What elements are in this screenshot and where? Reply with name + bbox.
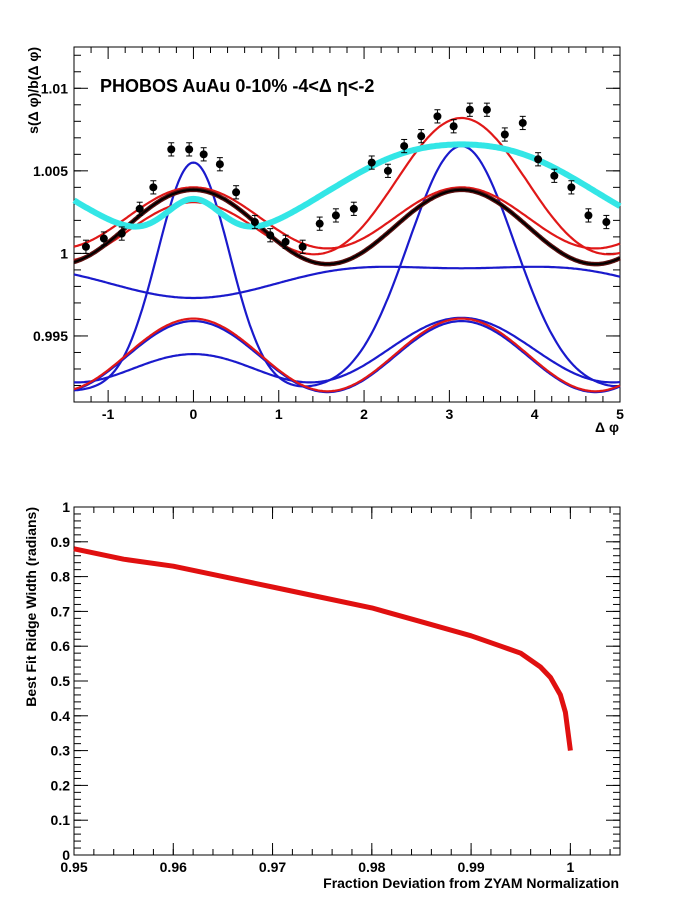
y-tick-label-bottom: 0.7 (51, 603, 71, 619)
x-tick-label-top: 1 (275, 406, 283, 422)
data-point (465, 105, 474, 114)
fit-curve-total-fit (72, 141, 622, 230)
x-tick-label-bottom: 1 (566, 859, 574, 875)
x-tick-label-top: 4 (531, 406, 539, 422)
data-point (232, 188, 241, 197)
x-tick-label-top: 5 (616, 406, 624, 422)
y-tick-label-bottom: 0 (62, 847, 70, 863)
data-point (266, 231, 275, 240)
data-point (584, 211, 593, 220)
data-point (534, 155, 543, 164)
data-point (331, 211, 340, 220)
correlation-panel: -1 0 1 2 3 4 5 0.995 1 1.005 1.01 PHOBOS AuAu 0-10… (25, 46, 624, 435)
x-tick-label-top: 3 (445, 406, 453, 422)
y-tick-label-bottom: 0.3 (51, 743, 71, 759)
data-point (417, 132, 426, 141)
data-point (550, 171, 559, 180)
data-point (149, 183, 158, 192)
x-tick-label-top: 2 (360, 406, 368, 422)
data-point (400, 142, 409, 151)
x-tick-label-top: -1 (102, 406, 115, 422)
data-point (135, 204, 144, 213)
y-tick-label-top: 1 (60, 245, 68, 261)
y-tick-label-bottom: 0.2 (51, 777, 71, 793)
data-point (518, 118, 527, 127)
fit-curve-red-mid (73, 186, 621, 250)
y-tick-label-bottom: 0.1 (51, 812, 71, 828)
x-tick-label-bottom: 0.99 (457, 859, 484, 875)
data-point (567, 183, 576, 192)
x-tick-label-bottom: 0.95 (60, 859, 87, 875)
y-tick-label-bottom: 0.9 (51, 534, 71, 550)
data-point (281, 237, 290, 246)
data-point (250, 218, 259, 227)
plot-title: PHOBOS AuAu 0-10% -4<Δ η<-2 (100, 76, 374, 96)
y-tick-label-top: 1.005 (33, 163, 68, 179)
fit-curve-blue-lowest (73, 316, 621, 384)
data-point (602, 218, 611, 227)
y-axis-label-bottom: Best Fit Ridge Width (radians) (23, 507, 39, 707)
fit-curve-blue-near-side (73, 145, 620, 392)
y-tick-label-bottom: 1 (62, 499, 70, 515)
data-point (81, 242, 90, 251)
fit-curve-blue-cos-x- (73, 265, 621, 300)
data-point (500, 130, 509, 139)
data-point (298, 242, 307, 251)
y-tick-label-top: 1.01 (41, 80, 68, 96)
data-points (81, 102, 611, 254)
y-tick-label-bottom: 0.5 (51, 673, 71, 689)
y-tick-label-bottom: 0.8 (51, 569, 71, 585)
axes-top: -1 0 1 2 3 4 5 0.995 1 1.005 1.01 (33, 47, 624, 422)
fit-curve-red-upper-jet-away- (73, 116, 621, 261)
fit-curve-v2-band-upper (73, 187, 621, 267)
fit-curve-flow-v2- (73, 188, 621, 266)
fit-curve-red-lower (73, 317, 621, 393)
y-tick-label-bottom: 0.6 (51, 638, 71, 654)
data-point (199, 150, 208, 159)
x-tick-label-bottom: 0.96 (160, 859, 187, 875)
data-point (185, 145, 194, 154)
data-point (449, 122, 458, 131)
fit-curves (72, 116, 622, 394)
data-point (433, 112, 442, 121)
ridge-curve (73, 546, 573, 751)
x-tick-label-bottom: 0.98 (358, 859, 385, 875)
data-point (167, 145, 176, 154)
x-axis-label-bottom: Fraction Deviation from ZYAM Normalizati… (323, 875, 619, 891)
axes-bottom: 0.95 0.96 0.97 0.98 0.99 1 0 0.1 0.2 0.3 0.4 0.5 0.6… (51, 499, 620, 875)
data-point (215, 160, 224, 169)
data-point (99, 234, 108, 243)
y-axis-label-top: s(Δ φ)/b(Δ φ) (25, 47, 41, 134)
ridge-width-panel: 0.95 0.96 0.97 0.98 0.99 1 0 0.1 0.2 0.3 0.4 0.5 0.6… (23, 499, 621, 891)
y-tick-label-top: 0.995 (33, 328, 68, 344)
data-point (315, 219, 324, 228)
plot-frame-bottom (73, 506, 621, 856)
y-tick-label-bottom: 0.4 (51, 708, 71, 724)
x-tick-label-top: 0 (190, 406, 198, 422)
data-point (482, 105, 491, 114)
x-tick-label-bottom: 0.97 (259, 859, 286, 875)
data-point (367, 158, 376, 167)
x-axis-label-top: Δ φ (595, 419, 619, 435)
ridge-width-line (73, 546, 573, 751)
data-point (383, 166, 392, 175)
data-point (117, 229, 126, 238)
data-point (349, 204, 358, 213)
